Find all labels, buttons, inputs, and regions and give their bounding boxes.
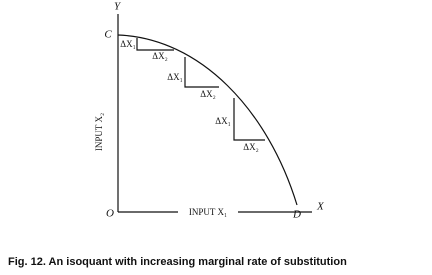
point-label: D	[292, 209, 301, 221]
axis-letter: X	[316, 201, 325, 213]
step	[233, 98, 265, 141]
step-label: ΔX₁	[215, 116, 230, 126]
point-label: O	[106, 208, 114, 220]
step-label: ΔX₂	[200, 89, 215, 99]
point-label: C	[104, 29, 112, 41]
step	[136, 38, 174, 51]
step-label: ΔX₁	[120, 39, 135, 49]
step-label: ΔX₁	[167, 72, 182, 82]
isoquant	[117, 34, 298, 206]
caption: Fig. 12. An isoquant with increasing mar…	[8, 256, 347, 268]
step	[184, 57, 219, 88]
axis-title: INPUT X₁	[189, 207, 227, 217]
step-label: ΔX₂	[152, 51, 167, 61]
axis-letter: Y	[114, 1, 122, 13]
axis-title: INPUT X₂	[94, 113, 104, 151]
step-label: ΔX₂	[243, 142, 258, 152]
